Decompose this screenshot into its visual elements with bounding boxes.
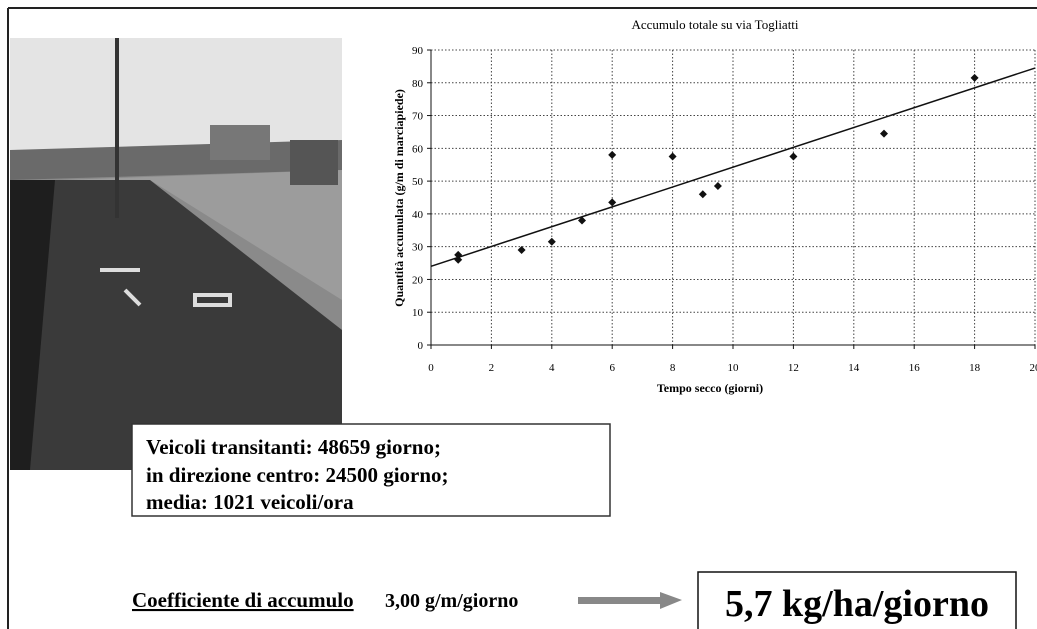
data-point (789, 153, 797, 161)
x-tick-label: 2 (489, 362, 495, 374)
y-tick-label: 70 (412, 111, 424, 123)
x-tick-label: 14 (848, 362, 860, 374)
x-tick-label: 4 (549, 362, 555, 374)
coefficient-value: 3,00 g/m/giorno (385, 590, 518, 612)
data-point (548, 238, 556, 246)
info-line: Veicoli transitanti: 48659 giorno; (146, 435, 441, 459)
slide: Accumulo totale su via Togliatti Tempo s… (0, 0, 1037, 629)
x-tick-label: 16 (909, 362, 921, 374)
street-photo (10, 38, 342, 470)
y-tick-label: 10 (412, 307, 424, 319)
y-tick-label: 80 (412, 78, 424, 90)
data-point (971, 74, 979, 82)
info-line: in direzione centro: 24500 giorno; (146, 463, 449, 487)
data-point (699, 190, 707, 198)
x-tick-label: 12 (788, 362, 799, 374)
y-tick-label: 0 (418, 340, 424, 352)
y-tick-label: 60 (412, 143, 424, 155)
data-point (608, 151, 616, 159)
y-tick-label: 40 (412, 209, 424, 221)
x-tick-label: 8 (670, 362, 676, 374)
x-axis-label: Tempo secco (giorni) (657, 381, 763, 395)
x-tick-label: 20 (1030, 362, 1037, 374)
y-tick-label: 90 (412, 45, 424, 57)
y-tick-label: 20 (412, 274, 424, 286)
data-point (669, 153, 677, 161)
x-tick-label: 0 (428, 362, 434, 374)
y-tick-label: 30 (412, 242, 424, 254)
page: Accumulo totale su via Togliatti Tempo s… (0, 0, 1037, 629)
y-axis-label: Quantità accumulata (g/m di marciapiede) (392, 89, 406, 307)
y-tick-label: 50 (412, 176, 424, 188)
x-tick-label: 18 (969, 362, 981, 374)
chart-title: Accumulo totale su via Togliatti (631, 17, 798, 32)
arrow (578, 592, 682, 609)
coefficient-label: Coefficiente di accumulo (132, 588, 354, 612)
data-point (880, 130, 888, 138)
data-point (714, 182, 722, 190)
result-value: 5,7 kg/ha/giorno (725, 583, 989, 625)
x-tick-label: 6 (609, 362, 615, 374)
x-tick-label: 10 (728, 362, 740, 374)
info-line: media: 1021 veicoli/ora (146, 490, 354, 514)
